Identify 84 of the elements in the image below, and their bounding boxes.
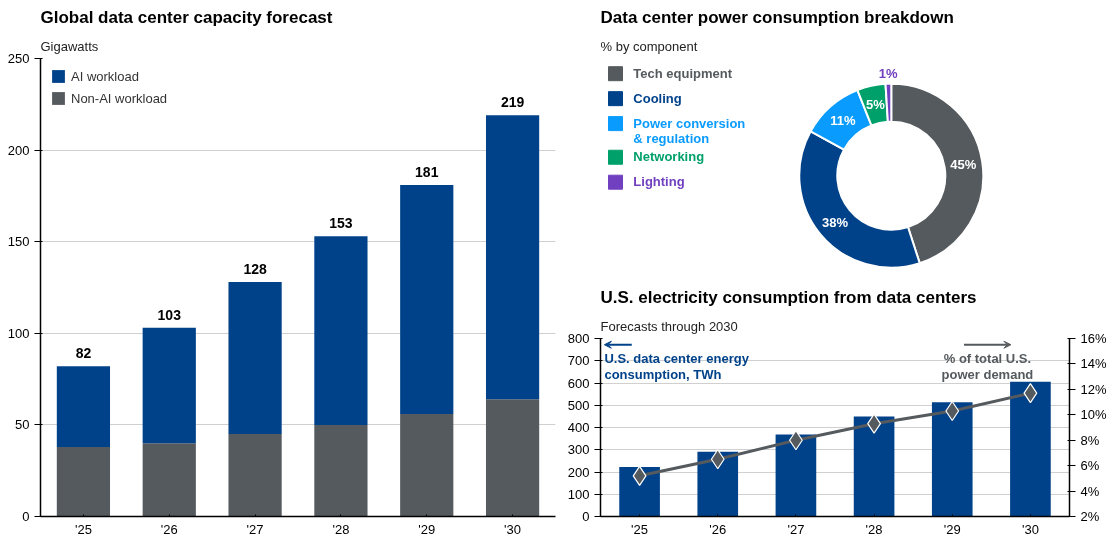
legend-label: AI workload (71, 68, 139, 84)
y-tick-label: 400 (567, 420, 590, 435)
bar (142, 443, 196, 517)
point (1023, 383, 1038, 404)
bar (931, 402, 973, 517)
point (632, 465, 647, 486)
y-tick-label: 250 (7, 51, 30, 66)
total-label: 181 (415, 163, 439, 180)
y-tick-label: 800 (567, 331, 590, 346)
total-label: 82 (75, 345, 92, 362)
y2-tick-label: 14% (1080, 356, 1107, 372)
bar (228, 434, 282, 517)
bar (400, 413, 454, 517)
total-label: 103 (157, 306, 182, 323)
x-tick-label: '28 (865, 521, 883, 537)
x-tick-label: '26 (709, 521, 727, 537)
bar (697, 451, 739, 517)
legend-label: % of total U.S. power demand (941, 350, 1034, 383)
legend-label: Non-AI workload (71, 90, 168, 106)
data-label: 11% (830, 113, 857, 129)
total-label: 128 (243, 261, 267, 277)
data-label: 5% (865, 96, 886, 112)
total-label: 153 (329, 215, 353, 232)
point (867, 413, 882, 434)
chart-title: Global data center capacity forecast (40, 7, 333, 27)
y2-tick-label: 16% (1080, 331, 1107, 346)
chart-subtitle: Forecasts through 2030 (600, 318, 738, 334)
x-tick-label: '26 (160, 521, 178, 537)
bar (314, 424, 368, 517)
y2-tick-label: 12% (1080, 381, 1107, 397)
y-tick-label: 200 (567, 464, 590, 480)
x-tick-label: '25 (74, 521, 92, 537)
y-tick-label: 0 (22, 509, 30, 524)
bar (1010, 381, 1051, 517)
bar (619, 467, 660, 517)
x-tick-label: '29 (943, 521, 961, 537)
chart-subtitle: Gigawatts (40, 38, 99, 54)
legend-label: Power conversion & regulation (633, 115, 746, 147)
x-tick-label: '27 (787, 521, 805, 537)
y2-tick-label: 2% (1080, 509, 1100, 524)
x-tick-label: '27 (246, 521, 264, 537)
y-tick-label: 0 (582, 509, 590, 524)
y-tick-label: 300 (567, 442, 590, 458)
data-label: 38% (822, 214, 849, 230)
legend-label: Networking (633, 149, 705, 165)
chart-title: U.S. electricity consumption from data centers (600, 287, 977, 307)
bar (142, 327, 196, 444)
bar (485, 115, 540, 400)
legend-label: U.S. data center energy consumption, TWh (604, 350, 750, 383)
legend-label: Cooling (633, 90, 682, 106)
bar (485, 399, 540, 517)
y-tick-label: 500 (567, 397, 590, 413)
x-tick-label: '29 (418, 521, 436, 537)
bar (400, 184, 454, 414)
total-label: 219 (500, 94, 525, 111)
y-tick-label: 600 (567, 375, 590, 391)
point (788, 430, 803, 451)
bar (314, 236, 368, 425)
bar (853, 416, 895, 517)
y-tick-label: 50 (15, 417, 30, 433)
point (710, 449, 725, 470)
x-tick-label: '25 (631, 521, 649, 537)
data-label: 1% (878, 66, 898, 82)
x-tick-label: '28 (332, 521, 350, 537)
x-tick-label: '30 (504, 521, 522, 537)
chart-title: Data center power consumption breakdown (600, 7, 954, 27)
bar (56, 446, 111, 517)
y2-tick-label: 4% (1080, 483, 1100, 499)
chart-subtitle: % by component (600, 38, 698, 54)
y2-tick-label: 6% (1080, 458, 1100, 474)
bar (775, 434, 817, 517)
bar (228, 282, 282, 435)
data-label: 45% (950, 156, 977, 172)
y2-tick-label: 10% (1080, 407, 1107, 423)
x-tick-label: '30 (1021, 521, 1039, 537)
y-tick-label: 150 (7, 234, 30, 250)
legend-label: Lighting (633, 174, 685, 190)
legend-label: Tech equipment (633, 65, 733, 81)
y-tick-label: 200 (7, 142, 30, 158)
y-tick-label: 100 (567, 486, 590, 502)
y2-tick-label: 8% (1080, 432, 1100, 448)
bar (56, 366, 111, 447)
y-tick-label: 700 (567, 353, 590, 369)
y-tick-label: 100 (7, 325, 30, 341)
